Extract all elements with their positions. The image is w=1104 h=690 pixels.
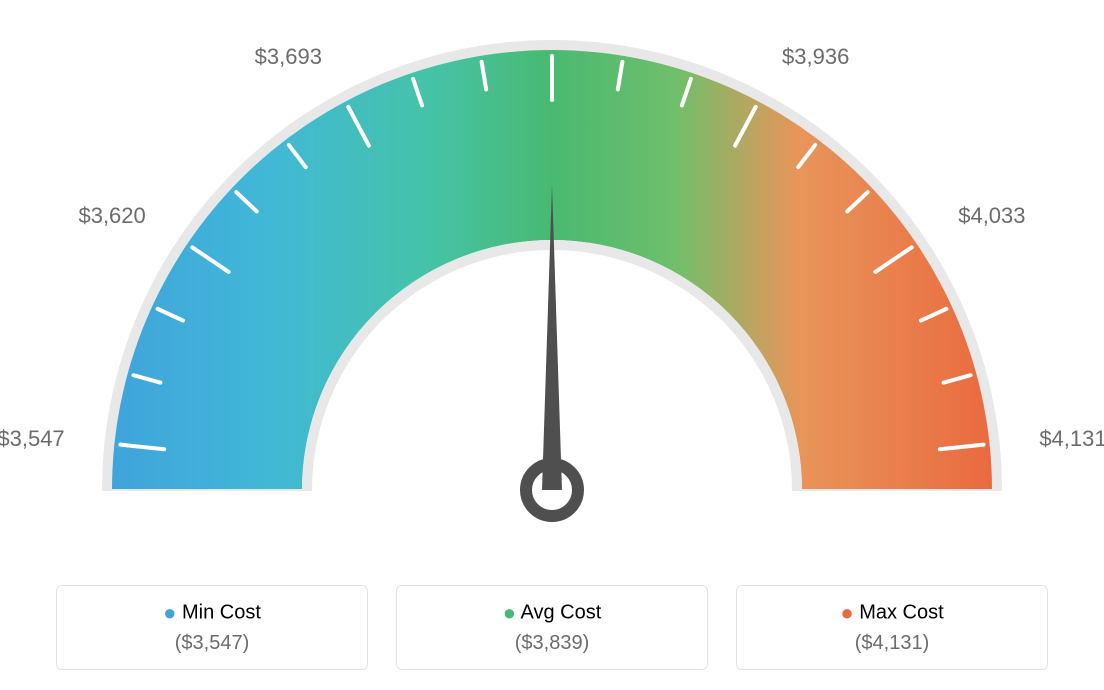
legend-title-text: Min Cost (182, 601, 261, 623)
gauge-tick-label: $3,547 (0, 426, 65, 452)
legend-card-min: ● Min Cost ($3,547) (56, 585, 368, 670)
gauge-tick-label: $3,693 (255, 44, 322, 70)
dot-icon: ● (503, 600, 516, 625)
gauge-area: $3,547$3,620$3,693$3,839$3,936$4,033$4,1… (0, 0, 1104, 560)
legend-value-avg: ($3,839) (397, 632, 707, 655)
legend-value-max: ($4,131) (737, 632, 1047, 655)
legend-row: ● Min Cost ($3,547) ● Avg Cost ($3,839) … (0, 585, 1104, 670)
legend-title-avg: ● Avg Cost (397, 600, 707, 626)
legend-title-text: Avg Cost (520, 601, 601, 623)
legend-title-min: ● Min Cost (57, 600, 367, 626)
legend-title-text: Max Cost (859, 601, 943, 623)
gauge-tick-label: $3,936 (782, 44, 849, 70)
gauge-tick-label: $4,033 (958, 203, 1025, 229)
dot-icon: ● (840, 600, 853, 625)
legend-card-max: ● Max Cost ($4,131) (736, 585, 1048, 670)
dot-icon: ● (163, 600, 176, 625)
cost-gauge-widget: $3,547$3,620$3,693$3,839$3,936$4,033$4,1… (0, 0, 1104, 690)
legend-title-max: ● Max Cost (737, 600, 1047, 626)
legend-card-avg: ● Avg Cost ($3,839) (396, 585, 708, 670)
gauge-tick-label: $4,131 (1039, 426, 1104, 452)
legend-value-min: ($3,547) (57, 632, 367, 655)
gauge-svg (0, 0, 1104, 560)
gauge-tick-label: $3,620 (78, 203, 145, 229)
